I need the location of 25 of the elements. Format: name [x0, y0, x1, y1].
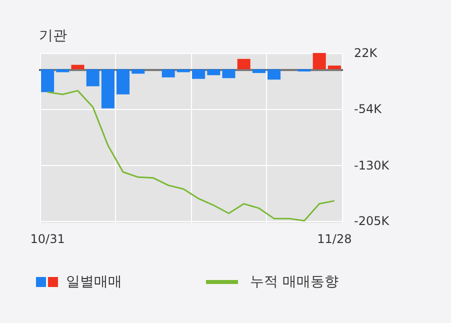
- bar: [101, 69, 114, 108]
- bar: [162, 69, 175, 78]
- y-tick-label: 22K: [354, 46, 378, 60]
- bar: [252, 69, 266, 73]
- y-tick-label: -205K: [354, 214, 390, 228]
- y-tick-label: -130K: [354, 158, 390, 172]
- bar: [86, 69, 100, 86]
- bar: [132, 69, 145, 74]
- bar: [222, 69, 236, 78]
- x-tick-label: 11/28: [317, 232, 352, 246]
- bar: [192, 69, 206, 79]
- bar: [71, 64, 84, 70]
- bar: [41, 69, 54, 92]
- bar: [207, 69, 220, 76]
- bar: [237, 58, 250, 70]
- bar: [328, 66, 341, 70]
- y-tick-label: -54K: [354, 102, 383, 116]
- legend-label: 누적 매매동향: [250, 274, 338, 290]
- bar: [312, 53, 326, 70]
- legend-label: 일별매매: [66, 274, 122, 290]
- bar: [116, 69, 130, 94]
- chart-title: 기관: [39, 28, 67, 44]
- x-tick-label: 10/31: [30, 232, 65, 246]
- line-series: [46, 90, 336, 222]
- bar: [268, 69, 281, 80]
